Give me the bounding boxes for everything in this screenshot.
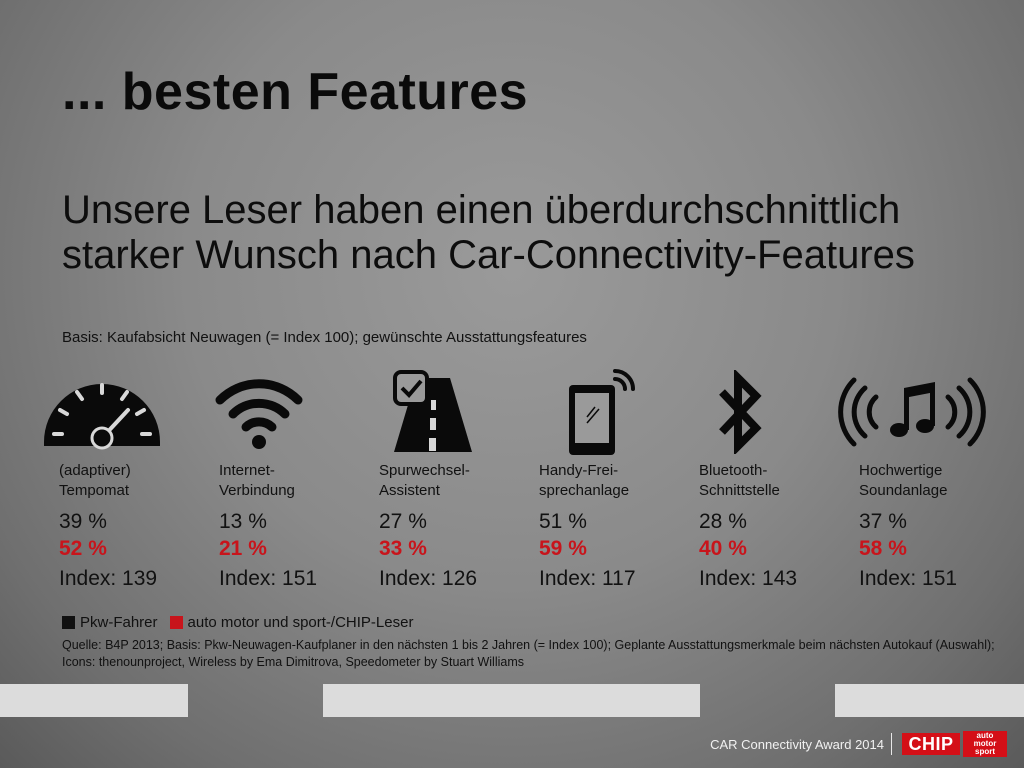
index-value: Index: 126 — [379, 567, 478, 590]
feature-label: Spurwechsel- Assistent — [379, 462, 470, 499]
ams-logo-line: motor — [973, 739, 997, 748]
ams-logo-line: auto — [976, 731, 994, 740]
feature-label: Handy-Frei-sprechanlage — [539, 462, 630, 499]
legend-swatch-leser — [169, 616, 183, 629]
index-value: Index: 151 — [859, 567, 958, 590]
index-value: Index: 117 — [539, 567, 636, 590]
legend-label-leser: auto motor und sport-/CHIP-Leser — [187, 614, 414, 631]
road-stripe — [835, 684, 1024, 717]
page-title: ... besten Features — [62, 63, 529, 121]
leser-value: 52 % — [59, 537, 107, 560]
footer-award: CAR Connectivity Award 2014 — [710, 737, 884, 752]
phone-icon — [565, 366, 641, 458]
feature-column-spurwechsel: Spurwechsel- Assistent 27 % 33 % Index: 1… — [379, 461, 539, 591]
road-stripe — [323, 684, 700, 717]
pkw-value: 13 % — [219, 510, 267, 533]
leser-value: 21 % — [219, 537, 267, 560]
bluetooth-icon — [716, 366, 766, 458]
pkw-value: 51 % — [539, 510, 587, 533]
wifi-icon — [214, 366, 304, 458]
legend-label-pkw: Pkw-Fahrer — [80, 614, 158, 631]
leser-value: 33 % — [379, 537, 427, 560]
lane-assist-icon — [390, 366, 476, 458]
feature-column-sound: Hochwertige Soundanlage 37 % 58 % Index: … — [859, 461, 1019, 591]
feature-column-internet: Internet- Verbindung 13 % 21 % Index: 151 — [219, 461, 379, 591]
footer-divider — [891, 733, 892, 755]
chip-logo: CHIP — [902, 733, 960, 755]
index-value: Index: 139 — [59, 567, 158, 590]
index-value: Index: 151 — [219, 567, 318, 590]
index-value: Index: 143 — [699, 567, 798, 590]
pkw-value: 39 % — [59, 510, 107, 533]
pkw-value: 27 % — [379, 510, 427, 533]
sound-icon — [838, 366, 986, 458]
source-note: Quelle: B4P 2013; Basis: Pkw-Neuwagen-Ka… — [62, 638, 995, 669]
feature-label: (adaptiver) Tempomat — [59, 462, 131, 499]
pkw-value: 37 % — [859, 510, 907, 533]
ams-logo: auto motor sport — [963, 731, 1007, 757]
legend: Pkw-Fahrer auto motor und sport-/CHIP-Le… — [62, 614, 413, 631]
basis-note: Basis: Kaufabsicht Neuwagen (= Index 100… — [62, 329, 587, 346]
legend-swatch-pkw — [62, 616, 75, 629]
road-stripe — [0, 684, 188, 717]
feature-column-handy: Handy-Frei-sprechanlage 51 % 59 % Index:… — [539, 461, 699, 591]
pkw-value: 28 % — [699, 510, 747, 533]
leser-value: 58 % — [859, 537, 907, 560]
feature-label: Hochwertige Soundanlage — [859, 462, 948, 499]
feature-column-tempomat: (adaptiver) Tempomat 39 % 52 % Index: 139 — [59, 461, 219, 591]
feature-column-bluetooth: Bluetooth- Schnittstelle 28 % 40 % Index:… — [699, 461, 859, 591]
feature-label: Bluetooth- Schnittstelle — [699, 462, 780, 499]
leser-value: 59 % — [539, 537, 587, 560]
feature-label: Internet- Verbindung — [219, 462, 295, 499]
ams-logo-line: sport — [975, 747, 995, 756]
speedometer-icon — [42, 366, 162, 458]
leser-value: 40 % — [699, 537, 747, 560]
subtitle: Unsere Leser haben einen überdurchschnit… — [62, 188, 915, 277]
